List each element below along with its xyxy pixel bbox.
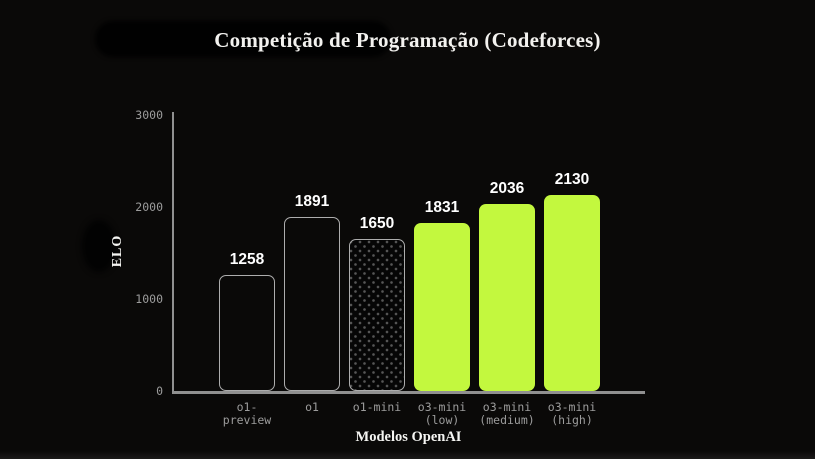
x-axis-line (172, 391, 645, 394)
x-tick-label: o1 (305, 400, 319, 414)
bar-group-o3-mini: 2130 (544, 171, 600, 391)
x-tick-label: o3-mini (high) (547, 400, 597, 427)
y-axis-line (172, 112, 174, 393)
bar-value-label: 1891 (294, 193, 330, 210)
x-axis-title: Modelos OpenAI (355, 429, 462, 445)
bar-value-label: 1831 (424, 199, 460, 216)
bar-group-o3-mini: 2036 (479, 180, 535, 391)
background-blob-left (82, 220, 116, 272)
x-tick-label: o1-preview (222, 400, 272, 427)
bar-group-o1-preview: 1258 (219, 251, 275, 391)
bar-value-label: 2036 (489, 180, 525, 197)
bar (349, 239, 405, 391)
x-tick-label: o3-mini (medium) (479, 400, 535, 427)
x-tick-label: o1-mini (352, 400, 402, 414)
bar (479, 204, 535, 391)
y-tick-label: 1000 (135, 292, 163, 306)
bar (219, 275, 275, 391)
chart-title: Competição de Programação (Codeforces) (214, 28, 601, 52)
bars-area: 1258 1891 1650 1831 2036 2130 (219, 171, 600, 391)
bar-value-label: 2130 (554, 171, 590, 188)
bar (544, 195, 600, 391)
bar (414, 223, 470, 391)
x-axis-tick-labels: o1-preview o1 o1-mini o3-mini (low) o3-mini … (219, 401, 600, 427)
y-tick-label: 3000 (135, 108, 163, 122)
bar-value-label: 1650 (359, 215, 395, 232)
x-tick-label: o3-mini (low) (417, 400, 467, 427)
bottom-vignette (0, 451, 815, 459)
y-axis-title: ELO (110, 234, 125, 268)
background-blob-title (95, 21, 391, 57)
y-tick-label: 2000 (135, 200, 163, 214)
bar (284, 217, 340, 391)
bar-group-o3-mini: 1831 (414, 199, 470, 391)
bar-group-o1-mini: 1650 (349, 215, 405, 391)
bar-group-o1: 1891 (284, 193, 340, 391)
y-tick-label: 0 (156, 384, 163, 398)
bar-value-label: 1258 (229, 251, 265, 268)
